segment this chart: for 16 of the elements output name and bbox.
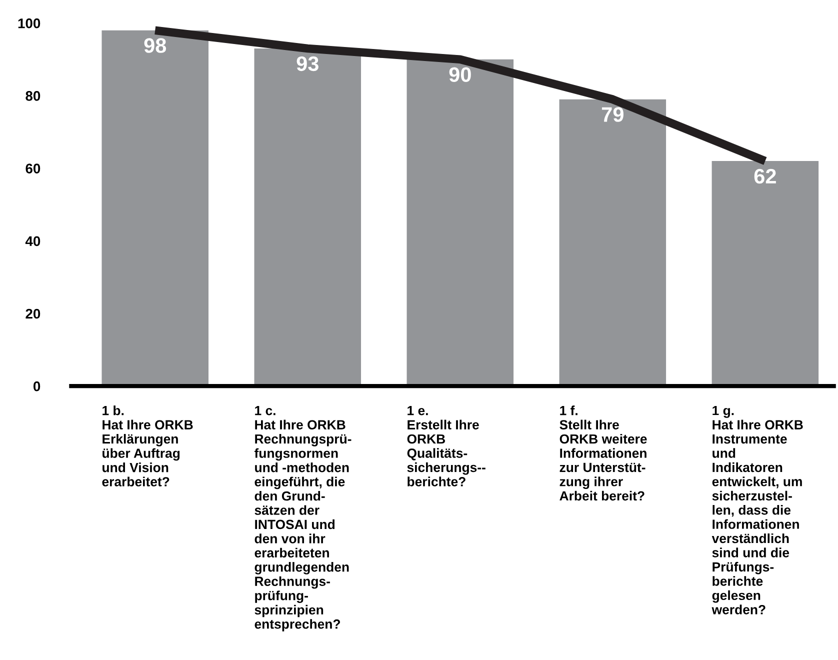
- y-tick-label: 80: [26, 91, 40, 101]
- x-tick-label: 1 f. Stellt Ihre ORKB weitere Informationen zur Unterstüt- zung ihrer Arbeit bereit?: [560, 406, 647, 501]
- data-label: 79: [602, 107, 624, 122]
- y-tick-label: 40: [25, 236, 40, 246]
- data-label: 98: [144, 38, 166, 53]
- category-label: 1 c. Hat Ihre ORKB Rechnungsprü- fungsnormen und -methoden eingeführt, die den Grund- sätzen der INTOSAI und den von ihr erarbeiteten grundlegenden Rechnungs- prüfung- sprinzipien entsprechen?: [254, 406, 352, 632]
- category-label: 1 g. Hat Ihre ORKB Instrumente und Indikatoren entwickelt, um sicherzustel- len, dass die Informationen verständlich sind und die Prüfungs- berichte gelesen werden?: [712, 406, 803, 614]
- data-label: 62: [754, 168, 776, 184]
- data-label: 90: [449, 67, 471, 82]
- y-tick-label: 60: [26, 164, 40, 174]
- x-tick-label: 1 b. Hat Ihre ORKB Erklärungen über Auftrag und Vision erarbeitet?: [102, 406, 193, 486]
- y-tick-label: 100: [18, 18, 40, 28]
- data-label: 93: [296, 56, 318, 72]
- y-tick-label: 20: [26, 308, 40, 319]
- x-tick-label: 1 e. Erstellt Ihre ORKB Qualitäts- sicherungs-- berichte?: [407, 406, 486, 486]
- y-tick-label: 0: [34, 381, 40, 392]
